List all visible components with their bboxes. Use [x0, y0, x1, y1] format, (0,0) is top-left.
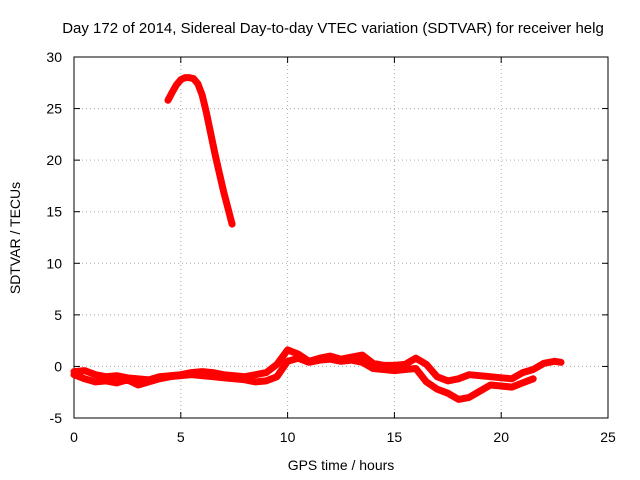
series-trace: [70, 346, 565, 385]
y-tick-label: 20: [46, 152, 62, 168]
y-axis-label: SDTVAR / TECUs: [7, 182, 23, 294]
y-tick-label: 0: [54, 358, 62, 374]
y-tick-label: 25: [46, 101, 62, 117]
x-axis-label: GPS time / hours: [288, 457, 395, 473]
series-trace: [70, 354, 537, 403]
series-trace: [164, 74, 236, 228]
x-tick-label: 10: [280, 429, 296, 445]
chart-title: Day 172 of 2014, Sidereal Day-to-day VTE…: [62, 20, 604, 37]
x-tick-label: 0: [70, 429, 78, 445]
y-tick-label: 15: [46, 204, 62, 220]
y-tick-label: -5: [50, 410, 63, 426]
x-tick-label: 5: [177, 429, 185, 445]
plot-frame: [73, 56, 609, 419]
grid: [74, 57, 608, 418]
y-tick-label: 5: [54, 307, 62, 323]
x-tick-label: 25: [600, 429, 616, 445]
x-tick-label: 20: [493, 429, 509, 445]
x-tick-label: 15: [387, 429, 403, 445]
y-tick-label: 10: [46, 255, 62, 271]
data-marks: [70, 74, 565, 403]
ticks: 0 5 10 15 20 25 -5 0 5 10 15 20 25 30: [46, 49, 616, 445]
y-tick-label: 30: [46, 49, 62, 65]
